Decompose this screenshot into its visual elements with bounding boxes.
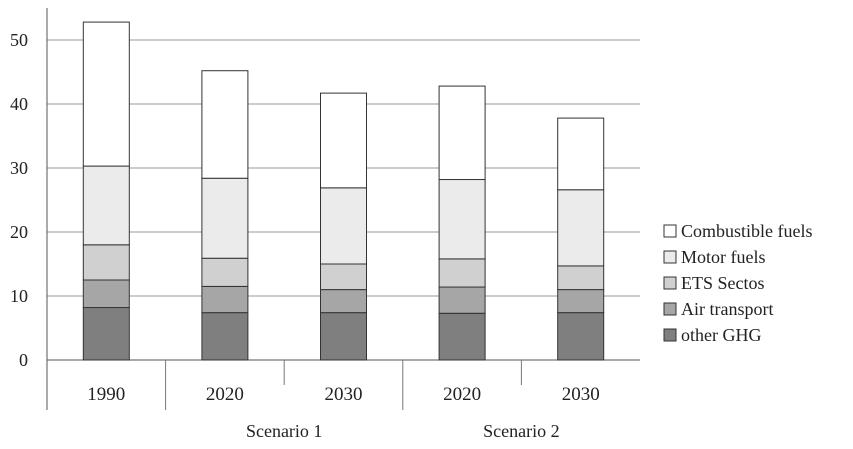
bar-segment (82, 307, 130, 361)
y-tick-label: 50 (10, 30, 28, 50)
bar-segment (201, 312, 249, 361)
legend-swatch (663, 302, 677, 316)
legend-swatch (663, 328, 677, 342)
bar-segment (82, 279, 130, 309)
bar-segment (557, 289, 605, 314)
bar-segment (201, 257, 249, 287)
bar-segment (557, 117, 605, 191)
legend-swatch (663, 224, 677, 238)
bar-segment (557, 265, 605, 291)
bar-segment (557, 312, 605, 361)
bar-segment (201, 285, 249, 314)
bar-segment (438, 286, 486, 314)
bar-segment (320, 263, 367, 291)
bar-segment (82, 165, 130, 246)
x-group-label: Scenario 2 (483, 421, 559, 441)
legend-label: other GHG (681, 325, 761, 345)
bar-segment (557, 189, 605, 267)
bar-segment (438, 312, 486, 361)
legend-label: ETS Sectos (681, 273, 765, 293)
x-category-label: 2020 (206, 384, 244, 405)
legend-label: Air transport (681, 299, 773, 319)
y-tick-label: 20 (10, 222, 28, 242)
y-tick-label: 40 (10, 94, 28, 114)
bar-segment (438, 258, 486, 288)
bar-segment (82, 21, 130, 167)
bar-segment (320, 312, 367, 361)
y-tick-label: 30 (10, 158, 28, 178)
bar-segment (201, 177, 249, 259)
x-category-label: 2020 (443, 384, 481, 405)
x-category-label: 2030 (325, 384, 363, 405)
legend-label: Motor fuels (681, 247, 766, 267)
bar-segment (438, 85, 486, 181)
bar-segment (82, 244, 130, 281)
legend-swatch (663, 276, 677, 290)
bar-segment (438, 179, 486, 260)
y-tick-label: 10 (10, 286, 28, 306)
bar-segment (320, 187, 367, 265)
legend-swatch (663, 250, 677, 264)
x-category-label: 1990 (87, 384, 125, 405)
x-group-label: Scenario 1 (246, 421, 322, 441)
legend-label: Combustible fuels (681, 221, 813, 241)
bar-segment (320, 289, 367, 314)
y-tick-label: 0 (19, 350, 28, 370)
bar-segment (320, 92, 367, 189)
x-category-label: 2030 (562, 384, 600, 405)
bar-segment (201, 70, 249, 179)
